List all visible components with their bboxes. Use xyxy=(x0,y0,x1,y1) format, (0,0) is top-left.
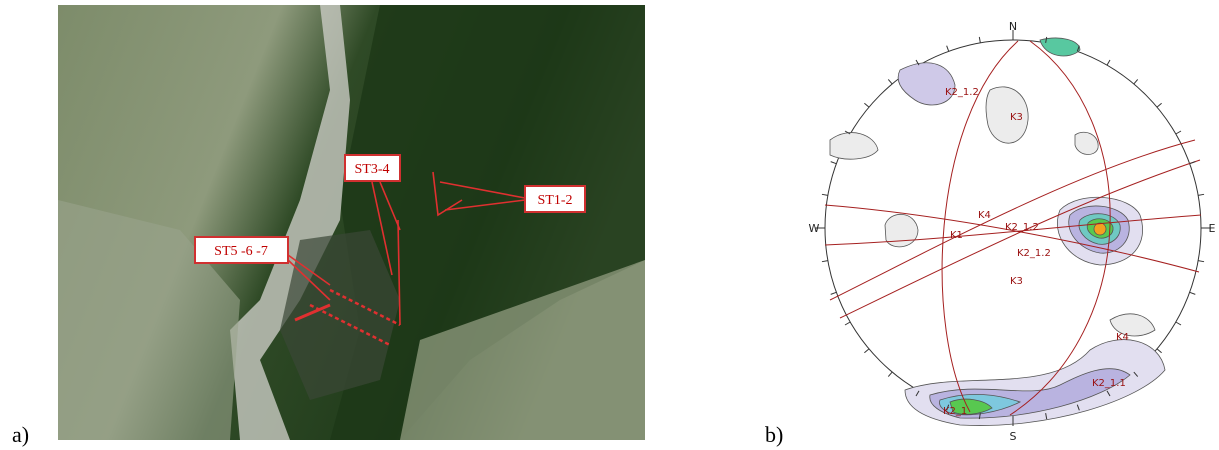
compass-tick xyxy=(864,349,869,353)
compass-tick xyxy=(845,322,850,325)
plane-label: K3 xyxy=(1010,276,1023,287)
annotation-box: ST5 -6 -7 xyxy=(195,237,288,263)
panel-label: b) xyxy=(765,422,783,447)
plane-label: K2_1.2 xyxy=(1017,248,1051,259)
compass-tick xyxy=(1157,349,1162,353)
compass-tick xyxy=(1134,79,1138,84)
compass-tick xyxy=(1107,60,1110,65)
compass-tick xyxy=(979,37,980,43)
direction-label: N xyxy=(1009,20,1017,33)
plane-label: K1 xyxy=(950,230,963,241)
compass-tick xyxy=(831,162,837,164)
direction-label: W xyxy=(809,222,820,235)
figure: ST3-4 ST1-2 ST5 -6 -7 a) xyxy=(0,0,1219,450)
plane-label: K2_1.2 xyxy=(945,87,979,98)
compass-tick xyxy=(1157,103,1162,107)
plane-label: K4 xyxy=(978,210,991,221)
compass-tick xyxy=(1198,261,1204,262)
compass-tick xyxy=(1190,162,1196,164)
compass-tick xyxy=(864,103,869,107)
compass-tick xyxy=(947,46,949,52)
annotation-box: ST1-2 xyxy=(525,186,585,212)
annotation-box: ST3-4 xyxy=(345,155,400,181)
photo xyxy=(58,5,645,440)
plane-label: K3 xyxy=(1010,112,1023,123)
plane-label: K2_1.2 xyxy=(1005,222,1039,233)
annotation: ST5 -6 -7 xyxy=(214,244,268,259)
plane-label: K4 xyxy=(1116,332,1129,343)
compass-tick xyxy=(1176,131,1181,134)
compass-tick xyxy=(888,79,892,84)
plane-label: K2_1.1 xyxy=(1092,378,1126,389)
compass-tick xyxy=(1176,322,1181,325)
compass-tick xyxy=(822,261,828,262)
panel-label: a) xyxy=(12,422,29,447)
compass-tick xyxy=(822,194,828,195)
compass-tick xyxy=(1190,292,1196,294)
annotation: ST3-4 xyxy=(355,162,390,177)
annotation: ST1-2 xyxy=(538,193,573,208)
compass-tick xyxy=(831,292,837,294)
compass-tick xyxy=(888,372,892,377)
direction-label: E xyxy=(1209,222,1216,235)
plane-label: K2_1 xyxy=(943,406,967,417)
direction-label: S xyxy=(1010,430,1017,443)
compass-tick xyxy=(1198,194,1204,195)
